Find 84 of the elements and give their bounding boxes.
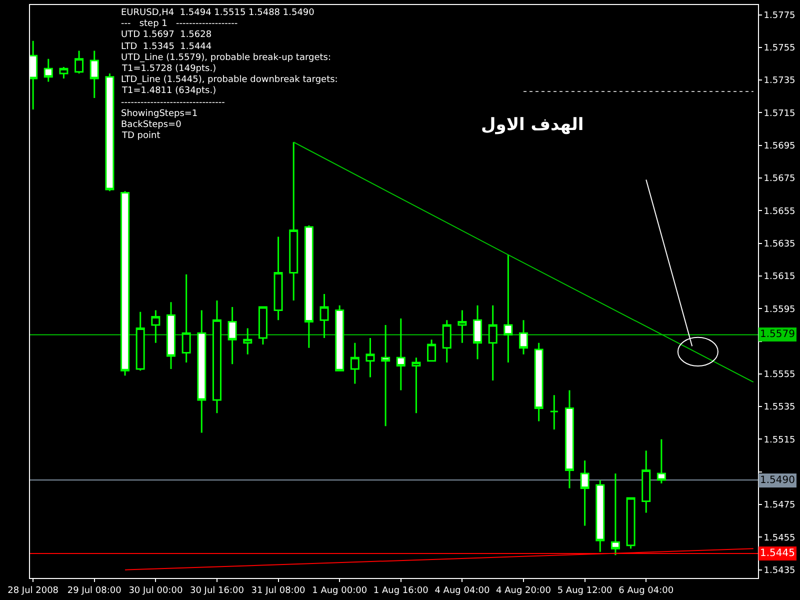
annotation: LTD 1.5345 1.5444 <box>121 42 212 52</box>
candlestick <box>151 310 160 344</box>
candlestick <box>381 324 390 427</box>
y-tick-label: 1.5655 <box>764 206 796 217</box>
candlestick <box>335 304 344 372</box>
candlestick <box>596 479 605 553</box>
y-tick-label: 1.5695 <box>764 142 796 152</box>
y-tick-label: 1.5595 <box>764 304 796 315</box>
candlestick <box>320 293 329 339</box>
candlestick <box>412 356 421 414</box>
y-tick-label: 1.5535 <box>764 402 796 413</box>
y-tick-label: 1.5615 <box>764 272 796 282</box>
annotation: الهدف الاول <box>481 115 584 135</box>
candlestick <box>550 394 559 430</box>
chart-title: EURUSD,H4 1.5494 1.5515 1.5488 1.5490 <box>121 8 315 18</box>
annotation: UTD 1.5697 1.5628 <box>121 30 212 40</box>
candlestick <box>243 327 252 356</box>
y-tick-label: 1.5455 <box>764 533 796 544</box>
candlestick <box>166 301 176 370</box>
y-tick-label: 1.5475 <box>764 500 796 511</box>
candlestick <box>350 342 360 384</box>
candlestick <box>258 306 268 346</box>
candlestick <box>642 450 651 514</box>
candlestick <box>74 50 84 74</box>
y-tick-label: 1.5755 <box>764 44 796 54</box>
ref-line-label: 1.5445 <box>760 548 795 559</box>
x-tick-label: 6 Aug 04:00 <box>618 586 674 596</box>
candlestick <box>274 236 283 321</box>
candlestick <box>610 472 620 556</box>
x-tick-label: 29 Jul 08:00 <box>67 586 122 596</box>
candlestick <box>90 50 99 99</box>
candlestick <box>228 306 237 365</box>
annotation: -------------------------------- <box>121 98 225 108</box>
candlestick <box>442 319 452 364</box>
annotation: TD point <box>121 131 161 141</box>
candlestick <box>136 311 145 372</box>
annotation: UTD_Line (1.5579), probable break-up targets: <box>121 53 332 63</box>
y-tick-label: 1.5515 <box>764 435 796 446</box>
candlestick <box>44 58 53 82</box>
candlestick <box>396 318 406 392</box>
candlestick <box>105 72 114 192</box>
x-tick-label: 31 Jul 08:00 <box>251 586 306 596</box>
x-tick-label: 1 Aug 00:00 <box>312 586 368 596</box>
x-tick-label: 30 Jul 16:00 <box>190 586 244 596</box>
candlestick <box>427 338 436 362</box>
x-tick-label: 30 Jul 00:00 <box>128 586 183 596</box>
candlestick <box>564 390 574 489</box>
x-tick-label: 1 Aug 16:00 <box>373 586 429 596</box>
candlestick <box>504 254 513 364</box>
candlestick <box>473 304 482 360</box>
y-tick-label: 1.5635 <box>764 239 796 250</box>
candlestick <box>626 497 636 550</box>
y-tick-label: 1.5675 <box>764 174 796 184</box>
candlestick <box>366 337 375 378</box>
candlestick <box>488 304 498 382</box>
candlestick <box>182 274 191 364</box>
y-tick-label: 1.5435 <box>764 566 796 576</box>
y-tick-label: 1.5715 <box>764 108 796 119</box>
candlestick <box>212 300 222 414</box>
annotation: LTD_Line (1.5445), probable downbreak targets: <box>121 75 338 85</box>
annotation: T1=1.5728 (149pts.) <box>121 64 216 74</box>
ref-line-label: 1.5490 <box>760 475 795 486</box>
annotation: --- step 1 ------------------- <box>121 19 238 29</box>
x-tick-label: 5 Aug 12:00 <box>557 586 613 596</box>
ref-line-label: 1.5579 <box>760 329 795 340</box>
x-tick-label: 28 Jul 2008 <box>8 586 59 596</box>
annotation: T1=1.4811 (634pts.) <box>121 86 216 96</box>
candlestick <box>59 66 68 80</box>
annotation: ShowingSteps=1 <box>121 109 198 119</box>
candlestick <box>120 190 130 376</box>
x-tick-label: 4 Aug 04:00 <box>434 586 490 596</box>
candlestick <box>289 141 298 302</box>
candlestick <box>197 310 206 434</box>
candlestick <box>458 310 467 344</box>
y-tick-label: 1.5555 <box>764 370 796 380</box>
annotation: BackSteps=0 <box>121 120 182 130</box>
x-tick-label: 4 Aug 20:00 <box>496 586 552 596</box>
y-tick-label: 1.5735 <box>764 76 796 86</box>
candlestick <box>656 438 666 484</box>
candlestick <box>534 342 544 422</box>
y-tick-label: 1.5775 <box>764 10 796 21</box>
candlestick <box>519 319 528 356</box>
candlestick <box>304 224 314 349</box>
candlestick <box>580 460 590 527</box>
